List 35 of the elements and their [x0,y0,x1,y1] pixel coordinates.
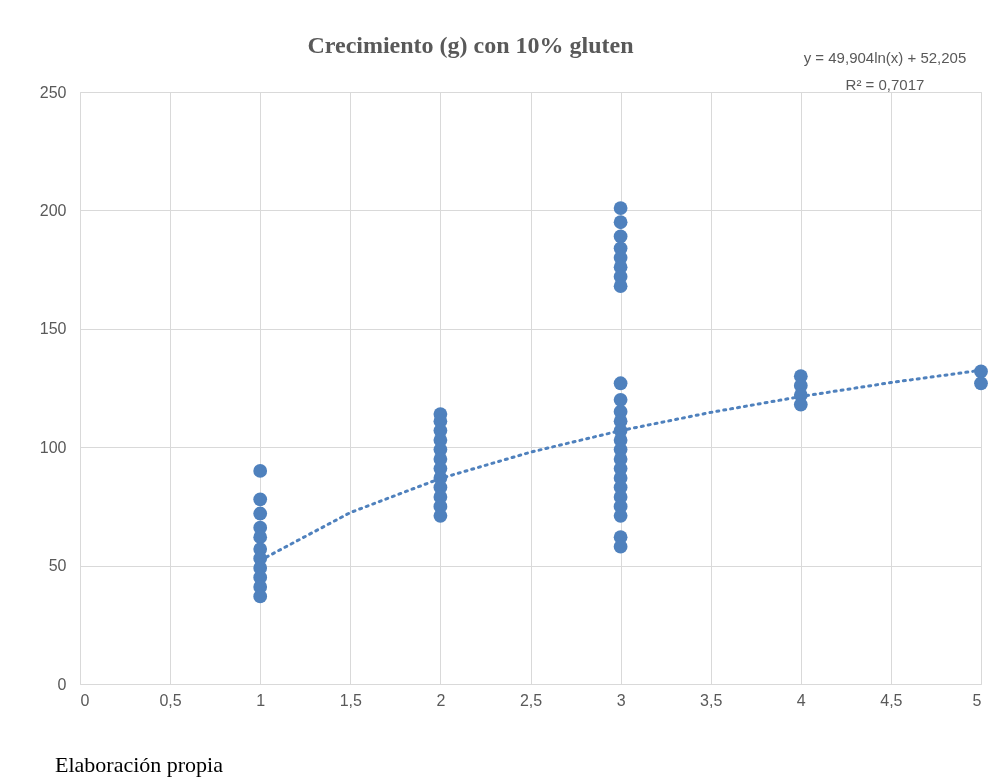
point [253,506,268,521]
x-tick-label: 4,5 [880,691,903,709]
y-tick-label: 150 [39,320,67,338]
point [793,397,808,412]
y-tick-label: 100 [39,438,67,456]
point [613,392,628,407]
x-tick-label: 0,5 [159,691,182,709]
x-tick-label: 1 [256,691,266,709]
x-tick-label: 2,5 [519,691,543,709]
point [613,215,628,230]
text: Elaboración propia [55,752,224,777]
annotation: R² = 0,7017 [845,76,925,93]
x-tick-label: 4 [796,691,806,709]
x-tick-label: 0 [80,691,90,709]
x-tick-label: 2 [436,691,446,709]
x-tick-label: 1,5 [339,691,363,709]
y-tick-label: 250 [39,83,67,101]
point [974,376,988,391]
x-tick-label: 3 [616,691,626,709]
x-tick-label: 3,5 [700,691,723,709]
point [613,376,628,391]
text: y = 49,904ln(x) + 52,205 [803,49,967,66]
point [613,201,628,215]
chart-title: Crecimiento (g) con 10% gluten [307,32,634,58]
y-tick-label: 200 [39,201,67,219]
point [613,539,628,554]
y-tick-label: 0 [57,675,67,693]
point [253,589,268,604]
point [253,492,268,507]
point [613,229,628,244]
point [253,464,268,478]
point [613,279,628,294]
point [253,530,268,545]
x-tick-label: 5 [972,691,982,709]
y-tick-label: 50 [48,557,67,575]
